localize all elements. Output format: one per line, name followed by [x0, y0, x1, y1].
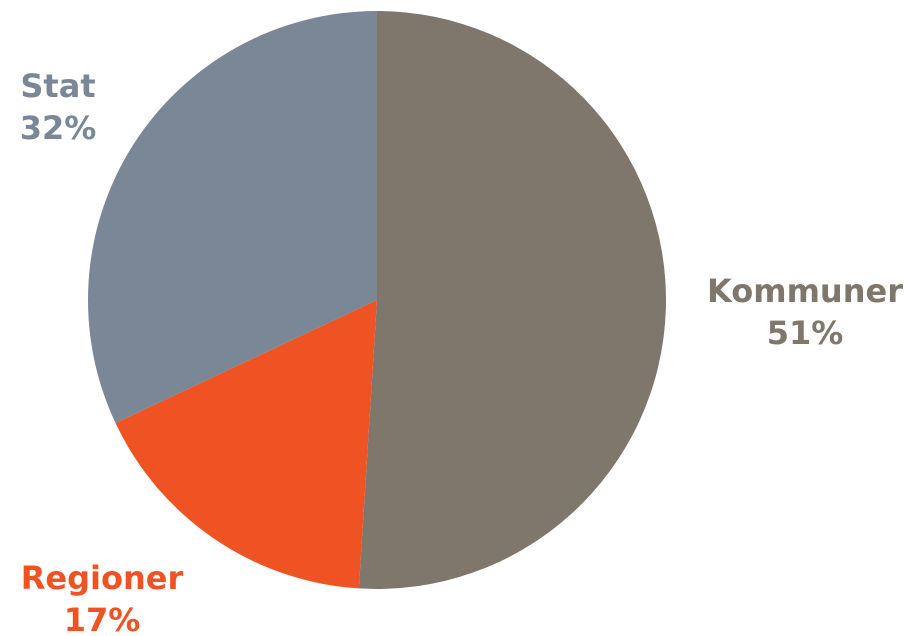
pie-slice	[358, 11, 666, 589]
slice-value-label: 51%	[767, 314, 844, 352]
pie-slice	[115, 300, 378, 589]
slice-value-label: 17%	[64, 601, 141, 636]
slice-label: Regioner	[21, 559, 184, 597]
slice-value-label: 32%	[20, 109, 97, 147]
slice-label: Kommuner	[707, 272, 903, 310]
pie-slice	[87, 11, 377, 424]
slice-label: Stat	[20, 67, 95, 105]
